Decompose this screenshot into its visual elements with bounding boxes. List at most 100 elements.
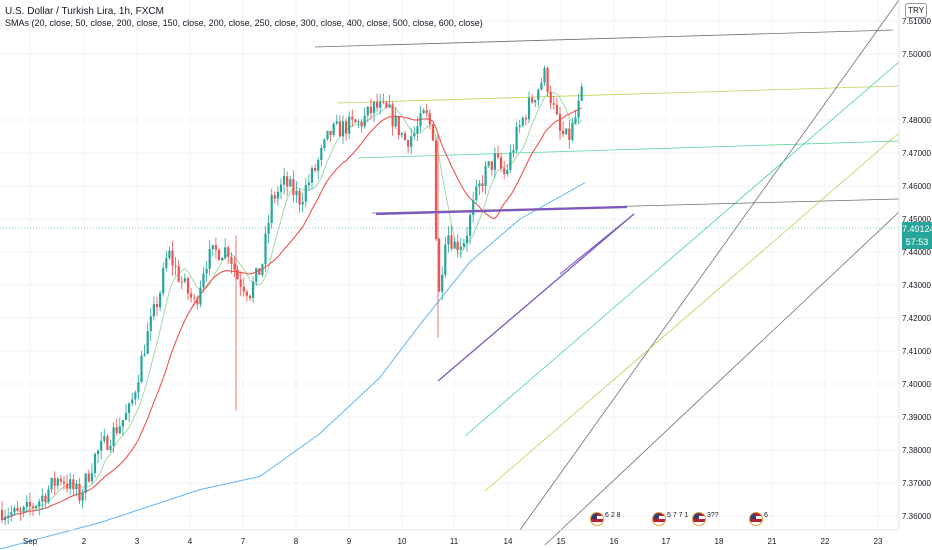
candle-body <box>521 117 524 126</box>
event-label: 5 7 7 1 <box>667 512 689 519</box>
candle-body <box>121 419 124 427</box>
candle-body <box>4 516 7 520</box>
support-line <box>437 213 635 382</box>
candle-body <box>481 183 484 187</box>
candle-body <box>500 157 503 169</box>
candle-body <box>199 287 202 305</box>
candle-body <box>552 103 555 105</box>
price-label: 7.43000 <box>902 281 931 290</box>
candle-body <box>22 506 25 512</box>
candle-body <box>512 150 515 153</box>
candle-body <box>90 473 93 482</box>
candle-body <box>152 304 155 317</box>
sma-legend[interactable]: SMAs (20, close, 50, close, 200, close, … <box>5 18 483 28</box>
candle-body <box>431 124 434 141</box>
time-axis[interactable]: Sep 2 3 4 7 8 9 10 11 14 15 16 17 18 21 22 23 <box>0 529 899 546</box>
resistance-line <box>375 205 628 216</box>
candle-body <box>56 478 59 486</box>
candle-body <box>69 479 72 489</box>
event-marker[interactable]: 6 2 8 <box>590 512 621 528</box>
candle-body <box>47 489 50 503</box>
event-marker[interactable]: 6 <box>749 512 768 528</box>
candle-body <box>112 427 115 447</box>
pitchfork-channel <box>0 0 900 546</box>
last-price-tag: 7.49124 <box>902 222 932 236</box>
candle-body <box>75 483 78 490</box>
time-label: 17 <box>662 537 671 546</box>
candle-body <box>574 117 577 123</box>
time-label: 11 <box>450 537 459 546</box>
time-label: 16 <box>610 537 619 546</box>
diag-line-2 <box>544 211 900 546</box>
candle-body <box>143 353 146 356</box>
candle-body <box>289 179 292 187</box>
price-label: 7.42000 <box>902 314 931 323</box>
candle-body <box>283 176 286 185</box>
candle-body <box>109 446 112 450</box>
candle-body <box>221 257 224 261</box>
time-label: 18 <box>715 537 724 546</box>
candle-body <box>255 268 258 282</box>
candle-body <box>304 185 307 202</box>
diag-line-lime <box>484 132 900 492</box>
time-label: 4 <box>188 537 193 546</box>
candle-body <box>503 168 506 175</box>
candle-body <box>310 168 314 183</box>
candle-body <box>66 483 69 489</box>
candle-body <box>558 114 562 131</box>
diag-line-1 <box>519 0 900 531</box>
price-label: 7.37000 <box>902 479 931 488</box>
candle-body <box>38 501 41 507</box>
price-label: 7.51000 <box>902 17 931 26</box>
candle-body <box>292 179 295 196</box>
candle-body <box>320 147 323 160</box>
candle-body <box>444 244 447 275</box>
price-axis[interactable]: 7.590007.580007.570007.560007.550007.540… <box>898 0 931 530</box>
candle-body <box>239 279 242 287</box>
channel-line-top <box>314 29 894 48</box>
candle-body <box>363 115 366 127</box>
event-label: 6 2 8 <box>605 512 621 519</box>
candle-body <box>180 281 183 283</box>
event-marker[interactable]: 3?? <box>692 512 719 528</box>
candle-body <box>35 506 38 508</box>
candle-body <box>394 116 397 127</box>
candle-body <box>286 176 289 187</box>
price-label: 7.40000 <box>902 380 931 389</box>
candle-body <box>354 119 357 123</box>
time-label: 10 <box>398 537 407 546</box>
candle-body <box>93 453 97 474</box>
candle-body <box>487 161 490 166</box>
candle-body <box>450 235 453 249</box>
candle-body <box>509 152 512 171</box>
price-label: 7.45000 <box>902 215 931 224</box>
candle-body <box>242 286 245 292</box>
candle-body <box>376 101 379 108</box>
candle-body <box>190 293 193 298</box>
candle-body <box>459 246 462 251</box>
candle-body <box>53 478 56 486</box>
candle-body <box>270 195 273 223</box>
time-label: 14 <box>504 537 513 546</box>
candle-body <box>279 184 283 192</box>
candle-body <box>10 512 13 516</box>
event-marker[interactable]: 5 7 7 1 <box>652 512 688 528</box>
time-label: 8 <box>294 537 299 546</box>
candle-body <box>571 122 574 140</box>
price-label: 7.36000 <box>902 512 931 521</box>
candle-body <box>0 510 4 520</box>
candle-body <box>465 235 469 244</box>
candle-body <box>258 268 261 275</box>
time-label: 9 <box>347 537 352 546</box>
candle-body <box>264 233 267 265</box>
candle-body <box>351 116 354 120</box>
trend-lines[interactable] <box>375 205 635 382</box>
sma-50-line <box>1 107 582 521</box>
currency-badge[interactable]: TRY <box>905 3 927 18</box>
candle-body <box>323 139 326 148</box>
candle-body <box>456 241 459 251</box>
candle-body <box>84 473 87 493</box>
candle-body <box>236 269 239 280</box>
candle-body <box>506 170 509 175</box>
